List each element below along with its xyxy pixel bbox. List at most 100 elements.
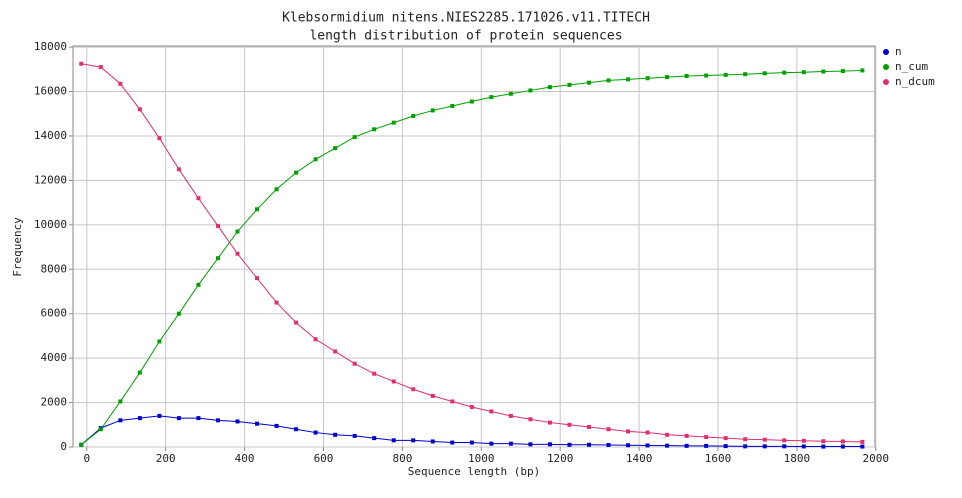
point — [411, 438, 416, 443]
point — [79, 61, 84, 66]
x-tick-label: 2000 — [863, 452, 890, 465]
point — [469, 440, 474, 445]
point — [723, 444, 728, 449]
point — [782, 438, 787, 443]
x-tick-label: 400 — [235, 452, 255, 465]
point — [430, 439, 435, 444]
point — [606, 443, 611, 448]
point — [586, 442, 591, 447]
point — [508, 413, 513, 418]
point — [586, 425, 591, 430]
point — [274, 300, 279, 305]
chart-subtitle: length distribution of protein sequences — [309, 29, 622, 44]
chart-title: Klebsormidium nitens.NIES2285.171026.v11… — [282, 11, 650, 26]
point — [372, 436, 377, 441]
y-tick-label: 10000 — [34, 218, 67, 231]
point — [469, 99, 474, 104]
point — [391, 379, 396, 384]
point — [430, 393, 435, 398]
point — [215, 223, 220, 228]
point — [743, 444, 748, 449]
point — [704, 435, 709, 440]
point — [684, 73, 689, 78]
point — [157, 339, 162, 344]
point — [352, 135, 357, 140]
point — [352, 433, 357, 438]
point — [586, 80, 591, 85]
point — [860, 68, 865, 73]
point — [723, 436, 728, 441]
legend-marker — [883, 79, 889, 85]
point — [567, 422, 572, 427]
point — [801, 70, 806, 75]
point — [626, 443, 631, 448]
point — [645, 443, 650, 448]
point — [840, 439, 845, 444]
point — [684, 433, 689, 438]
point — [333, 349, 338, 354]
point — [528, 88, 533, 93]
x-tick-label: 1200 — [547, 452, 574, 465]
point — [645, 430, 650, 435]
point — [430, 108, 435, 113]
point — [294, 320, 299, 325]
point — [450, 440, 455, 445]
x-tick-label: 600 — [314, 452, 334, 465]
point — [684, 443, 689, 448]
point — [196, 416, 201, 421]
point — [606, 427, 611, 432]
x-tick-label: 0 — [83, 452, 90, 465]
point — [547, 442, 552, 447]
y-tick-label: 6000 — [41, 307, 68, 320]
point — [118, 418, 123, 423]
point — [704, 443, 709, 448]
point — [372, 371, 377, 376]
point — [665, 75, 670, 80]
point — [567, 82, 572, 87]
point — [645, 76, 650, 81]
point — [372, 127, 377, 132]
point — [547, 420, 552, 425]
point — [391, 438, 396, 443]
y-tick-label: 2000 — [41, 396, 68, 409]
point — [157, 413, 162, 418]
point — [840, 444, 845, 449]
point — [704, 73, 709, 78]
plot-area — [72, 45, 876, 448]
point — [235, 419, 240, 424]
point — [801, 438, 806, 443]
point — [255, 276, 260, 281]
point — [98, 427, 103, 432]
point — [821, 69, 826, 74]
point — [313, 337, 318, 342]
x-tick-label: 200 — [156, 452, 176, 465]
point — [176, 167, 181, 172]
point — [762, 437, 767, 442]
point — [118, 81, 123, 86]
point — [450, 399, 455, 404]
point — [762, 71, 767, 76]
legend-marker — [883, 49, 889, 55]
point — [294, 170, 299, 175]
point — [743, 437, 748, 442]
x-axis-label: Sequence length (bp) — [408, 465, 540, 478]
y-tick-label: 18000 — [34, 40, 67, 53]
point — [215, 418, 220, 423]
point — [196, 196, 201, 201]
point — [547, 85, 552, 90]
y-tick-label: 16000 — [34, 85, 67, 98]
x-tick-label: 1600 — [705, 452, 732, 465]
point — [215, 256, 220, 261]
point — [723, 72, 728, 77]
point — [606, 78, 611, 83]
y-tick-label: 14000 — [34, 129, 67, 142]
point — [567, 442, 572, 447]
point — [821, 444, 826, 449]
legend-label: n_dcum — [895, 75, 935, 88]
point — [626, 77, 631, 82]
point — [489, 95, 494, 100]
point — [137, 370, 142, 375]
point — [782, 70, 787, 75]
point — [176, 416, 181, 421]
